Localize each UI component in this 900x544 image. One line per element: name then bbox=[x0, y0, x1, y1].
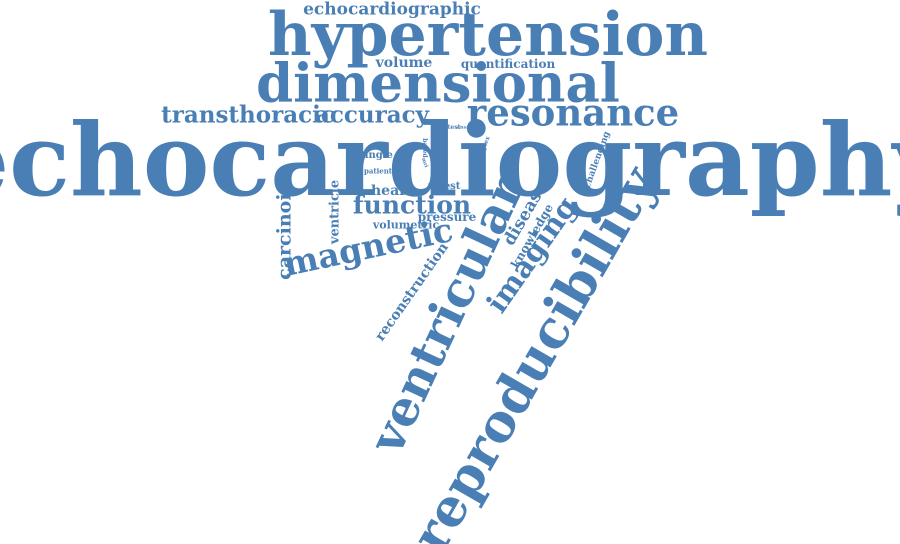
word-volume: volume bbox=[375, 55, 433, 71]
word-result: result bbox=[429, 138, 443, 176]
word-hypertension: hypertension bbox=[268, 0, 708, 70]
word-transthoracic: transthoracic bbox=[161, 101, 335, 129]
word-pressure: pressure bbox=[417, 210, 477, 224]
word-volumetric: volumetric bbox=[372, 218, 440, 232]
word-dimensional: dimensional bbox=[256, 52, 620, 115]
word-patient: patient bbox=[363, 166, 393, 176]
word-analysis: analysis bbox=[456, 124, 480, 131]
word-heart: heart bbox=[371, 183, 413, 199]
word-accuracy: accuracy bbox=[314, 101, 430, 129]
word-test: test bbox=[447, 124, 461, 131]
word-echocardiographic: echocardiographic bbox=[303, 0, 481, 20]
word-based: based bbox=[421, 138, 428, 158]
word-retest: retest bbox=[427, 181, 461, 192]
word-quantification: quantification bbox=[460, 57, 556, 71]
word-echocardiography: echocardiography bbox=[0, 101, 900, 219]
word-resonance: resonance bbox=[466, 90, 680, 135]
word-single: single bbox=[359, 150, 393, 161]
word-function: function bbox=[352, 190, 472, 220]
